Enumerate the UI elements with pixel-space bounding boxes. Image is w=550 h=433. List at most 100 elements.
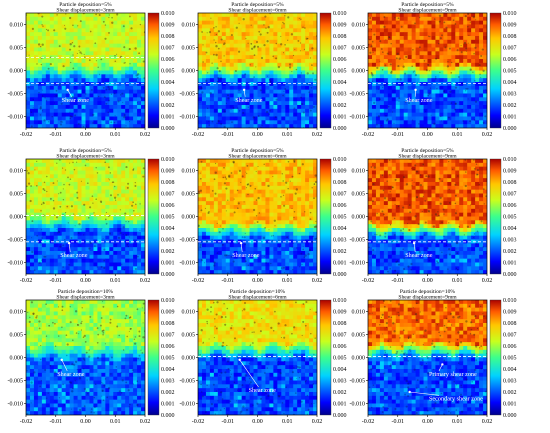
- x-tick-label: 0.00: [252, 419, 263, 425]
- y-tick-label: -0.010: [350, 115, 366, 121]
- annotation-arrowhead: [408, 390, 411, 394]
- x-tick-label: 0.02: [312, 278, 323, 284]
- annotation-label: Shear zone: [62, 97, 90, 104]
- annotation-label: Shear zone: [60, 252, 88, 259]
- chart-title: Particle deposition=5%: [231, 2, 284, 8]
- colorbar-tick-label: 0.004: [161, 367, 175, 373]
- colorbar-tick-label: 0.004: [333, 226, 347, 232]
- y-tick-label: -0.010: [350, 402, 366, 408]
- colorbar-tick-label: 0.009: [161, 23, 175, 29]
- x-tick-label: -0.01: [50, 419, 63, 425]
- y-tick-label: -0.005: [350, 92, 366, 98]
- x-tick-label: 0.00: [252, 132, 263, 138]
- x-tick-label: -0.02: [20, 278, 33, 284]
- colorbar-tick-label: 0.007: [161, 333, 175, 339]
- colorbar-tick-label: 0.008: [503, 34, 517, 40]
- colorbar-tick-label: 0.005: [503, 215, 517, 221]
- y-tick-label: 0.010: [352, 310, 366, 316]
- annotation-arrowhead: [238, 358, 241, 361]
- y-tick-label: -0.005: [180, 238, 196, 244]
- colorbar-tick-label: 0.010: [503, 157, 517, 163]
- x-tick-label: -0.02: [192, 419, 205, 425]
- y-tick-label: 0.010: [352, 169, 366, 175]
- annotation-arrowhead: [66, 88, 69, 92]
- x-tick-label: 0.00: [422, 278, 433, 284]
- colorbar-tick-label: 0.004: [503, 80, 517, 86]
- chart-subtitle: Shear displacement=6mm: [228, 295, 287, 301]
- x-tick-label: 0.01: [282, 419, 293, 425]
- colorbar: [147, 12, 160, 129]
- annotation-arrowhead: [441, 363, 444, 366]
- chart-title: Particle deposition=5%: [401, 148, 454, 154]
- chart-subtitle: Shear displacement=6mm: [228, 154, 287, 160]
- colorbar: [489, 12, 502, 129]
- colorbar: [147, 158, 160, 275]
- colorbar-tick-label: 0.005: [161, 69, 175, 75]
- colorbar-tick-label: 0.006: [161, 203, 175, 209]
- y-tick-label: -0.010: [8, 261, 24, 267]
- chart-subtitle: Shear displacement=3mm: [56, 295, 115, 301]
- contour-field: [198, 300, 317, 415]
- annotation-label: Shear zone: [249, 387, 277, 394]
- y-tick-label: 0.010: [352, 23, 366, 29]
- x-tick-label: 0.02: [482, 419, 493, 425]
- chart-subtitle: Shear displacement=3mm: [56, 154, 115, 160]
- annotation-label: Shear zone: [405, 97, 433, 104]
- y-tick-label: 0.005: [352, 192, 366, 198]
- colorbar-tick-label: 0.002: [503, 390, 517, 396]
- colorbar-tick-label: 0.003: [333, 238, 347, 244]
- annotation-arrow: [67, 89, 72, 97]
- colorbar-tick-label: 0.001: [161, 402, 175, 408]
- x-tick-label: 0.02: [140, 419, 151, 425]
- colorbar-tick-label: 0.002: [161, 103, 175, 109]
- y-tick-label: 0.010: [10, 23, 24, 29]
- x-tick-label: 0.01: [110, 419, 121, 425]
- colorbar-tick-label: 0.009: [503, 310, 517, 316]
- y-tick-label: -0.005: [350, 379, 366, 385]
- y-tick-label: 0.005: [182, 46, 196, 52]
- contour-field: [26, 300, 145, 415]
- colorbar-tick-label: 0.003: [503, 379, 517, 385]
- colorbar-tick-label: 0.010: [161, 157, 175, 163]
- colorbar-tick-label: 0.001: [503, 402, 517, 408]
- annotation-arrow: [409, 391, 440, 396]
- y-tick-label: 0.000: [182, 215, 196, 221]
- annotation-arrow: [413, 243, 416, 253]
- x-tick-label: -0.01: [222, 419, 235, 425]
- colorbar-tick-label: 0.010: [161, 298, 175, 304]
- colorbar-tick-label: 0.009: [333, 169, 347, 175]
- contour-field: [198, 159, 317, 274]
- x-tick-label: 0.02: [312, 132, 323, 138]
- colorbar-tick-label: 0.004: [333, 367, 347, 373]
- colorbar: [319, 299, 332, 416]
- colorbar-tick-label: 0.004: [503, 226, 517, 232]
- annotation-label: Shear zone: [405, 252, 433, 259]
- colorbar-tick-label: 0.000: [161, 126, 175, 132]
- chart-subtitle: Shear displacement=3mm: [56, 8, 115, 14]
- annotation-arrow: [438, 364, 443, 372]
- chart-panel-4: Shear zone Particle deposition=5%Shear di…: [8, 148, 175, 284]
- colorbar-tick-label: 0.007: [333, 46, 347, 52]
- colorbar-tick-label: 0.003: [161, 238, 175, 244]
- x-tick-label: -0.01: [392, 278, 405, 284]
- annotation-arrow: [61, 359, 68, 372]
- chart-panel-5: Shear zone Particle deposition=5%Shear di…: [180, 148, 347, 284]
- annotation-label: Shear zone: [232, 252, 260, 259]
- x-tick-label: 0.02: [140, 132, 151, 138]
- x-tick-label: -0.01: [222, 278, 235, 284]
- chart-panel-3: Shear zone Particle deposition=5%Shear di…: [350, 2, 517, 138]
- chart-panel-8: Shear zone Particle deposition=10%Shear d…: [180, 289, 347, 425]
- chart-title: Particle deposition=10%: [58, 289, 114, 295]
- y-tick-label: -0.010: [8, 402, 24, 408]
- y-tick-label: -0.005: [8, 379, 24, 385]
- y-tick-label: 0.000: [352, 356, 366, 362]
- chart-panel-9: Primary shear zone Secondary shear zone Pa…: [350, 289, 517, 425]
- y-tick-label: -0.005: [8, 92, 24, 98]
- colorbar-tick-label: 0.007: [503, 333, 517, 339]
- colorbar-tick-label: 0.008: [503, 180, 517, 186]
- x-tick-label: 0.00: [252, 278, 263, 284]
- colorbar-tick-label: 0.009: [161, 310, 175, 316]
- colorbar-tick-label: 0.010: [503, 298, 517, 304]
- x-tick-label: -0.01: [50, 132, 63, 138]
